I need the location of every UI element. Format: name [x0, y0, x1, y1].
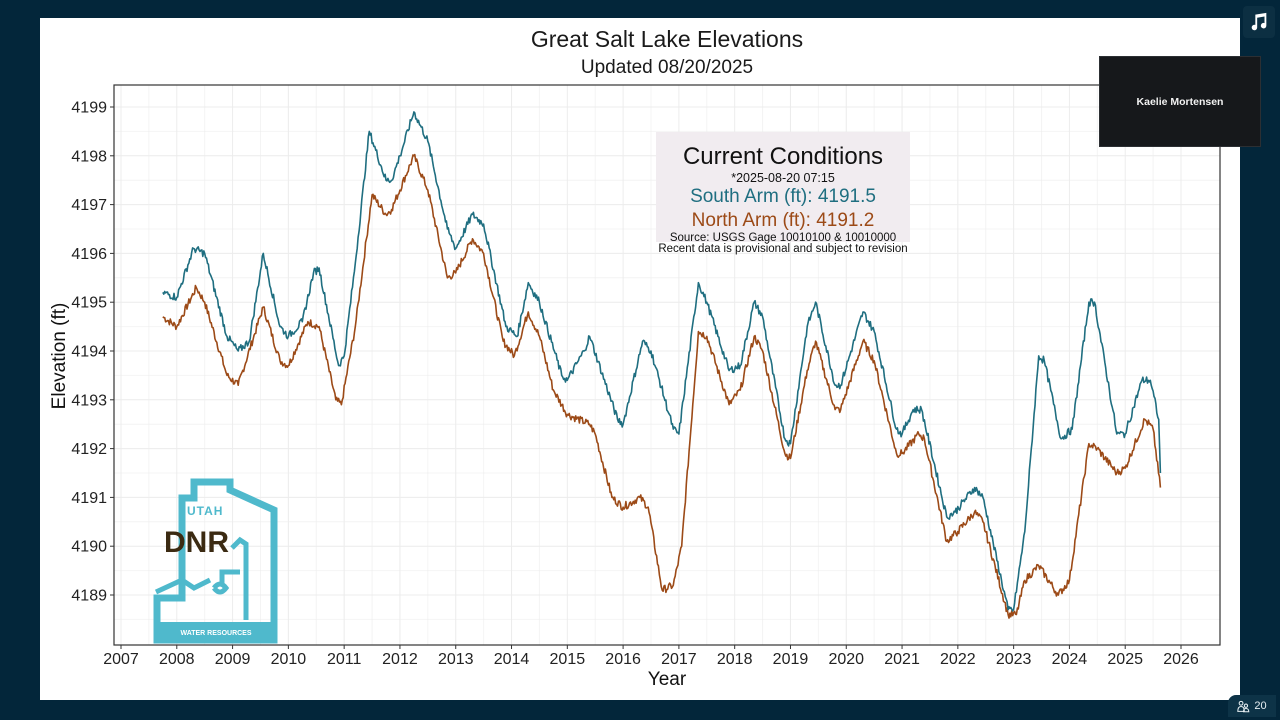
x-tick-label: 2018 [717, 651, 753, 668]
people-icon [1237, 700, 1250, 712]
participants-count: 20 [1254, 700, 1267, 712]
chart-title: Great Salt Lake Elevations [531, 26, 803, 52]
x-tick-label: 2014 [494, 651, 530, 668]
y-tick-label: 4189 [71, 588, 107, 605]
x-tick-label: 2019 [773, 651, 809, 668]
x-tick-label: 2026 [1163, 651, 1199, 668]
x-tick-label: 2016 [605, 651, 641, 668]
x-tick-label: 2020 [828, 651, 864, 668]
north-arm-reading: North Arm (ft): 4191.2 [692, 210, 875, 231]
y-tick-label: 4198 [71, 148, 107, 165]
x-tick-label: 2022 [940, 651, 976, 668]
x-tick-label: 2009 [215, 651, 251, 668]
south-arm-reading: South Arm (ft): 4191.5 [690, 186, 876, 207]
provisional-data-note: Recent data is provisional and subject t… [658, 243, 907, 255]
y-tick-label: 4193 [71, 392, 107, 409]
x-tick-label: 2015 [550, 651, 586, 668]
north-arm-line [162, 153, 1162, 619]
x-tick-label: 2008 [159, 651, 195, 668]
current-conditions-background [656, 132, 910, 242]
x-tick-label: 2011 [327, 651, 362, 668]
logo-dnr-text: DNR [164, 526, 229, 559]
x-tick-label: 2010 [271, 651, 307, 668]
logo-utah-text: UTAH [187, 504, 223, 518]
elevation-chart: Great Salt Lake Elevations Updated 08/20… [49, 26, 1221, 690]
current-conditions-heading: Current Conditions [683, 143, 883, 170]
y-axis-title: Elevation (ft) [49, 303, 70, 410]
water-pump-icon [154, 536, 249, 620]
x-tick-label: 2021 [884, 651, 920, 668]
x-tick-label: 2017 [661, 651, 697, 668]
x-tick-label: 2012 [382, 651, 418, 668]
x-tick-label: 2023 [996, 651, 1032, 668]
presenter-name: Kaelie Mortensen [1136, 95, 1224, 108]
x-axis-title: Year [648, 669, 687, 690]
logo-water-resources-text: WATER RESOURCES [180, 630, 251, 637]
chart-subtitle: Updated 08/20/2025 [581, 57, 753, 78]
slide: Great Salt Lake Elevations Updated 08/20… [40, 18, 1240, 700]
x-tick-label: 2013 [438, 651, 474, 668]
water-resources-band [157, 622, 274, 640]
y-tick-label: 4192 [71, 441, 107, 458]
x-tick-label: 2024 [1052, 651, 1088, 668]
utah-dnr-logo: UTAH DNR WATER RESOURCES [153, 478, 278, 644]
presenter-video-tile[interactable]: Kaelie Mortensen [1099, 56, 1261, 147]
series-lines [162, 111, 1162, 619]
participants-button[interactable]: 20 [1228, 695, 1276, 717]
axis-ticks: 2007 2008 2009 2010 2011 2012 2013 2014 2015 2016… [71, 100, 1198, 669]
y-tick-label: 4191 [71, 490, 107, 507]
plot-panel [113, 84, 1221, 646]
current-conditions-timestamp: *2025-08-20 07:15 [731, 171, 835, 185]
data-source-note: Source: USGS Gage 10010100 & 10010000 [670, 232, 896, 244]
music-button[interactable] [1243, 6, 1275, 38]
x-tick-label: 2007 [103, 651, 139, 668]
x-tick-label: 2025 [1107, 651, 1143, 668]
y-tick-label: 4194 [71, 344, 107, 361]
y-tick-label: 4196 [71, 246, 107, 263]
y-tick-label: 4195 [71, 295, 107, 312]
y-tick-label: 4199 [71, 100, 107, 117]
y-tick-label: 4197 [71, 197, 107, 214]
music-note-icon [1251, 12, 1267, 31]
current-conditions-box: Current Conditions *2025-08-20 07:15 Sou… [656, 132, 910, 255]
south-arm-line [162, 111, 1162, 612]
y-tick-label: 4190 [71, 539, 107, 556]
